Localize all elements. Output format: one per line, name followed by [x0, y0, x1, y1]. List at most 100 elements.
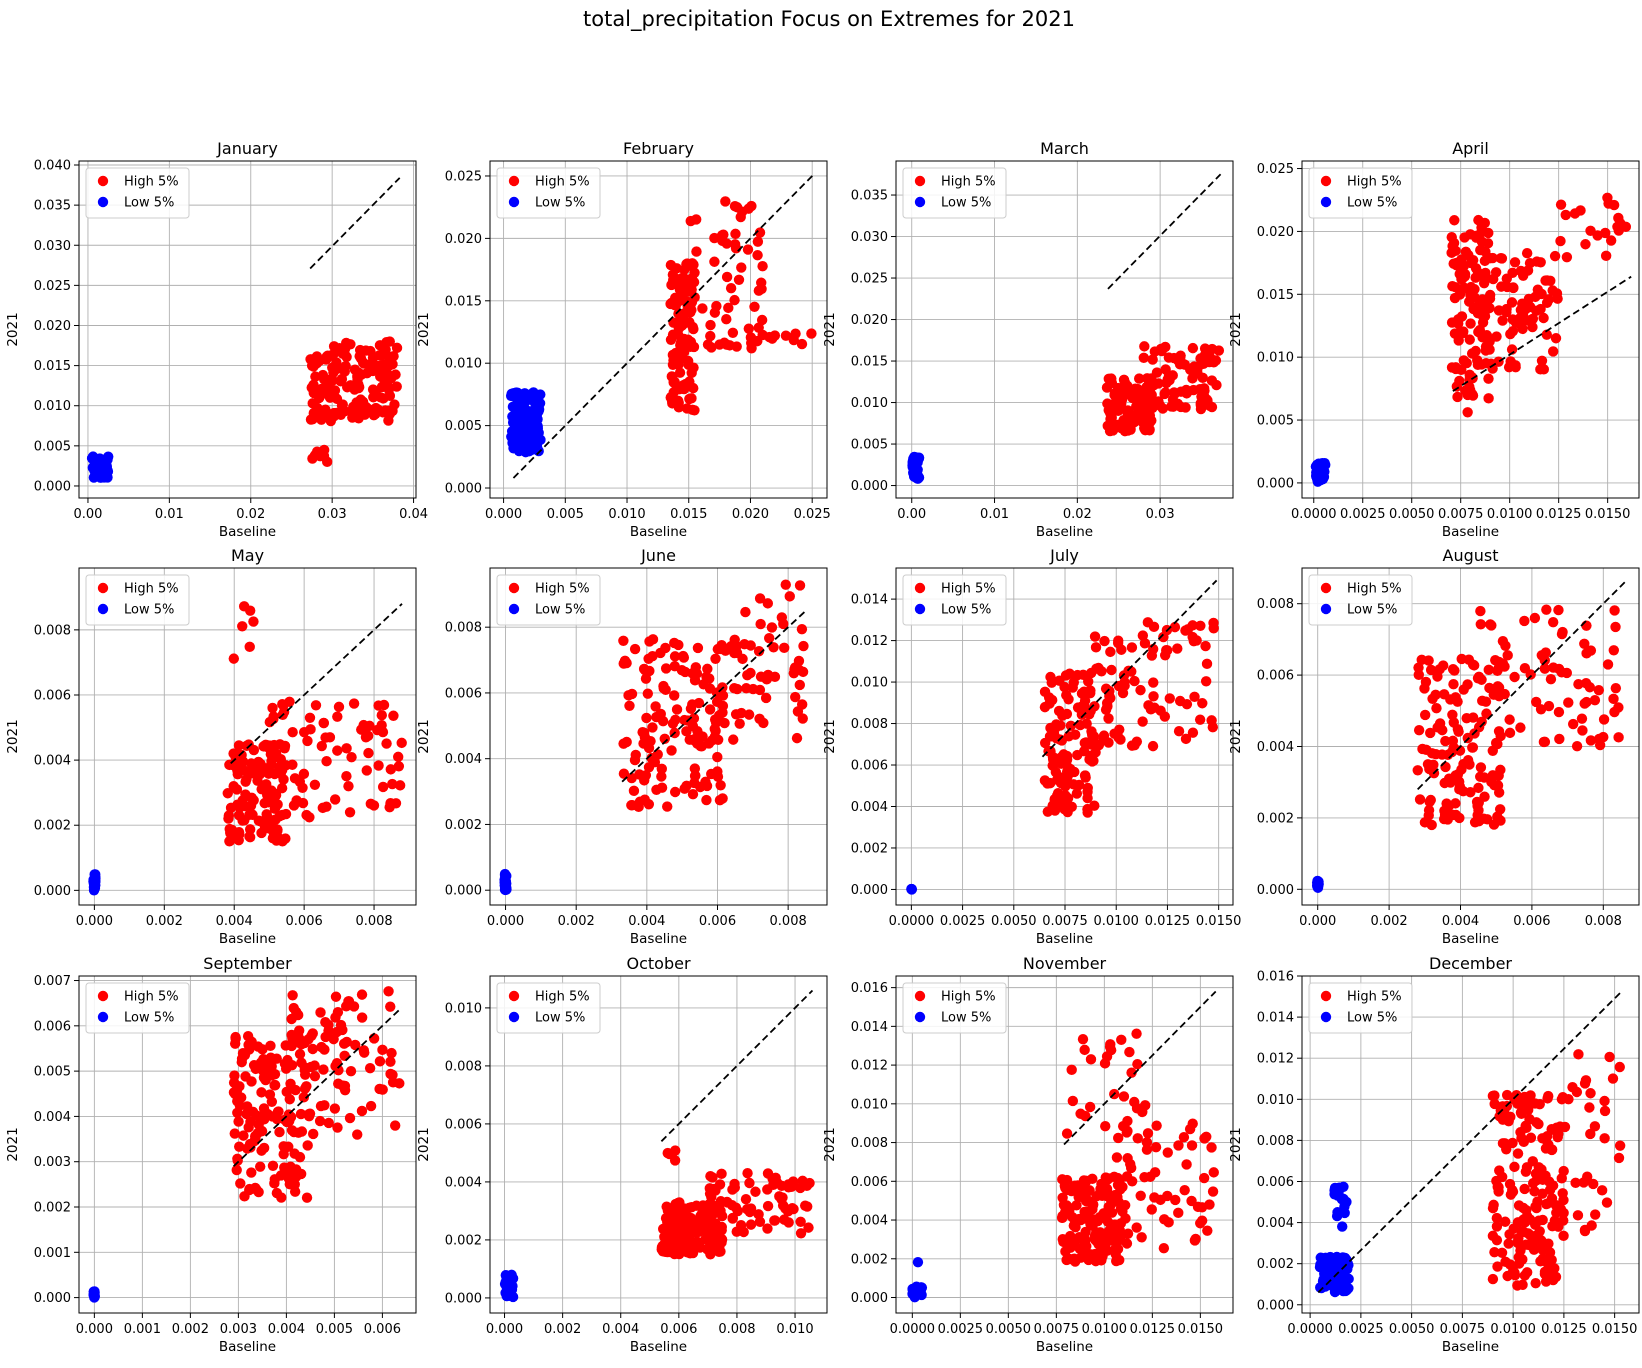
high-point — [1067, 1095, 1079, 1107]
high-point — [1204, 400, 1215, 411]
low-point — [1311, 470, 1322, 481]
legend-label-low: Low 5% — [941, 603, 991, 618]
x-axis-label: Baseline — [1442, 1339, 1499, 1355]
high-point — [709, 714, 721, 725]
high-point — [1507, 1186, 1519, 1197]
high-point — [688, 382, 699, 394]
high-point — [228, 653, 240, 664]
y-tick-label: 0.006 — [1257, 669, 1294, 684]
high-point — [1589, 694, 1601, 706]
high-point — [1551, 1126, 1562, 1138]
high-point — [1195, 1218, 1206, 1229]
scatter-points — [499, 989, 815, 1303]
high-point — [688, 713, 700, 724]
high-point — [1440, 761, 1451, 773]
legend-marker-low — [97, 603, 109, 615]
high-point — [1060, 1246, 1071, 1257]
x-tick-label: 0.0050 — [1389, 507, 1435, 522]
high-point — [754, 593, 766, 604]
x-tick-label: 0.000 — [486, 1322, 523, 1337]
high-point — [1561, 251, 1573, 263]
high-point — [780, 330, 792, 341]
high-point — [1099, 635, 1110, 647]
high-point — [1413, 662, 1424, 673]
high-point — [1515, 1107, 1527, 1118]
subplot-title: February — [623, 139, 694, 158]
high-point — [706, 768, 717, 780]
high-point — [1525, 1090, 1536, 1101]
high-point — [788, 667, 800, 679]
y-tick-label: 0.004 — [445, 1175, 482, 1190]
high-point — [630, 749, 641, 761]
legend-marker-low — [914, 1011, 926, 1023]
high-point — [1599, 1095, 1610, 1107]
high-point — [294, 1048, 306, 1060]
high-point — [719, 717, 730, 729]
high-point — [1493, 726, 1505, 737]
high-point — [336, 400, 348, 411]
high-point — [1483, 373, 1494, 384]
x-tick-label: 0.015 — [670, 507, 707, 522]
high-point — [762, 1200, 774, 1212]
high-point — [1483, 227, 1494, 239]
y-axis-label: 2021 — [822, 1127, 838, 1161]
high-point — [1579, 698, 1590, 709]
x-tick-label: 0.0025 — [1338, 1322, 1384, 1337]
x-tick-label: 0.0150 — [1592, 1322, 1638, 1337]
high-point — [783, 1217, 794, 1228]
high-point — [729, 634, 740, 646]
y-tick-label: 0.005 — [34, 1065, 71, 1080]
y-tick-label: 0.000 — [34, 884, 71, 899]
high-point — [1515, 265, 1527, 277]
x-axis-label: Baseline — [1036, 1339, 1093, 1355]
high-point — [690, 662, 702, 673]
high-point — [628, 785, 640, 797]
high-point — [689, 1217, 701, 1228]
high-point — [692, 642, 704, 654]
scatter-points — [1310, 192, 1632, 487]
high-point — [667, 329, 679, 340]
high-point — [1129, 1096, 1140, 1108]
high-point — [1157, 403, 1169, 414]
reference-line — [621, 610, 807, 783]
x-tick-label: 0.0100 — [1082, 1322, 1128, 1337]
y-tick-label: 0.002 — [1257, 1257, 1294, 1272]
high-point — [1179, 1185, 1190, 1196]
high-point — [328, 341, 340, 352]
y-axis-label: 2021 — [822, 312, 838, 346]
high-point — [684, 305, 695, 317]
high-point — [1567, 1081, 1578, 1093]
x-tick-label: 0.000 — [76, 914, 113, 929]
high-point — [1530, 696, 1542, 708]
high-point — [1198, 390, 1210, 401]
high-point — [1600, 250, 1612, 262]
high-point — [1556, 1173, 1567, 1184]
high-point — [316, 740, 327, 752]
legend: High 5% Low 5% — [902, 982, 1007, 1034]
high-point — [1102, 1216, 1114, 1228]
high-point — [704, 673, 715, 684]
high-point — [1534, 1098, 1545, 1110]
y-tick-label: 0.008 — [1257, 597, 1294, 612]
high-point — [1141, 1144, 1153, 1155]
x-tick-label: 0.0025 — [940, 914, 986, 929]
high-point — [391, 342, 403, 354]
high-point — [1131, 1222, 1142, 1233]
high-point — [383, 415, 394, 426]
high-point — [1445, 694, 1456, 705]
high-point — [753, 1209, 764, 1220]
high-point — [289, 1186, 301, 1197]
high-point — [640, 673, 652, 684]
x-tick-label: 0.004 — [628, 914, 665, 929]
high-point — [743, 323, 755, 334]
high-point — [1164, 693, 1175, 704]
y-tick-label: 0.025 — [445, 169, 482, 184]
high-point — [1538, 312, 1549, 324]
high-point — [1505, 1111, 1516, 1123]
high-point — [740, 606, 751, 618]
subplot-august: 0.000 0.002 0.004 0.006 0.008 0.000 0.002 0.004… — [1228, 546, 1640, 947]
high-point — [1446, 247, 1457, 258]
high-point — [1614, 1140, 1626, 1151]
high-point — [348, 698, 360, 709]
high-point — [287, 759, 298, 770]
